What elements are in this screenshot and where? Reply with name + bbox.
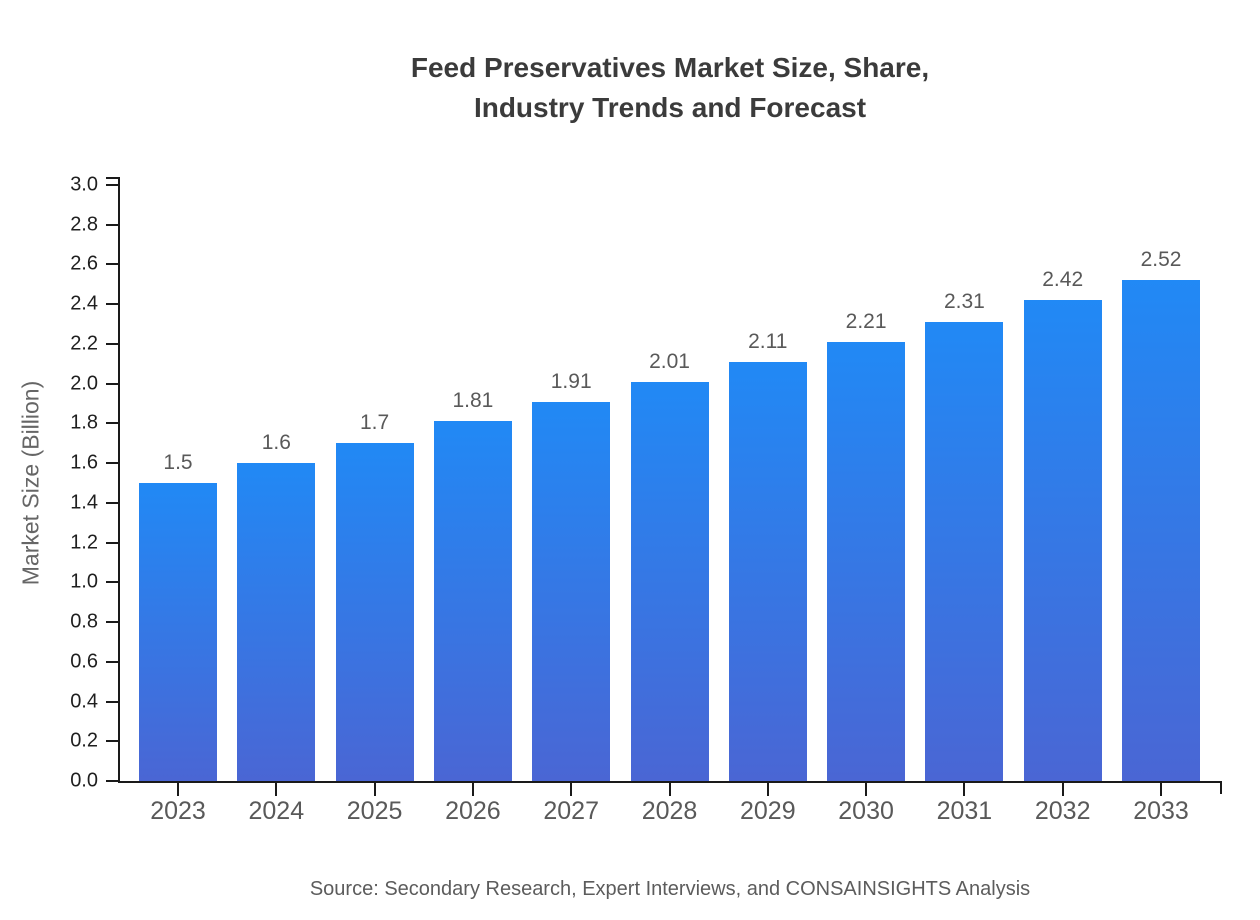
x-tick-label-2025: 2025 <box>346 797 403 825</box>
x-tick-label-2031: 2031 <box>936 797 993 825</box>
bar-2031 <box>925 322 1004 781</box>
y-tick-label: 0.8 <box>70 610 98 633</box>
y-tick-label: 1.4 <box>70 491 98 514</box>
y-tick-label: 0.2 <box>70 729 98 752</box>
y-tick <box>106 382 118 385</box>
x-tick <box>1061 783 1064 796</box>
y-tick-label: 2.2 <box>70 332 98 355</box>
y-tick <box>106 422 118 425</box>
y-tick-label: 2.0 <box>70 372 98 395</box>
y-axis-title-text: Market Size (Billion) <box>17 380 44 586</box>
x-tick <box>963 783 966 796</box>
y-tick-label: 0.4 <box>70 690 98 713</box>
x-tick-label-2032: 2032 <box>1034 797 1091 825</box>
x-tick <box>570 783 573 796</box>
x-tick-label-2033: 2033 <box>1133 797 1189 825</box>
y-tick <box>106 303 118 306</box>
y-tick-label: 1.8 <box>70 411 98 434</box>
x-axis-end-tick <box>1220 781 1222 794</box>
y-tick <box>106 660 118 663</box>
bar-2030 <box>827 341 906 781</box>
plot-area: 0.0 0.2 0.4 0.6 0.8 1.0 1.2 1.4 1.6 1.8 2.0 2.2 2.4 2… <box>70 174 1222 825</box>
y-tick-label: 0.6 <box>70 650 98 673</box>
y-tick <box>106 342 118 345</box>
y-tick <box>106 223 118 226</box>
chart-title-line-1: Feed Preservatives Market Size, Share, <box>410 52 930 83</box>
bar-2032 <box>1023 300 1102 781</box>
y-tick <box>106 581 118 584</box>
y-tick <box>106 700 118 703</box>
x-tick-label-2024: 2024 <box>248 797 305 825</box>
y-tick <box>106 740 118 743</box>
bar-value-label: 1.5 <box>163 451 193 474</box>
bar-value-label: 2.11 <box>748 329 788 353</box>
bar-2026 <box>433 421 512 781</box>
x-tick-label-2026: 2026 <box>445 797 501 825</box>
y-tick-label: 0.0 <box>70 769 98 792</box>
x-tick <box>373 783 376 796</box>
x-tick-label-2029: 2029 <box>739 797 796 825</box>
bar-value-label: 2.42 <box>1042 268 1084 292</box>
chart-title-line-2: Industry Trends and Forecast <box>473 92 867 123</box>
y-tick-label: 3.0 <box>70 173 98 196</box>
y-tick-label: 2.8 <box>70 213 98 236</box>
bar-value-label: 2.52 <box>1140 248 1182 272</box>
bar-2023 <box>139 483 217 781</box>
y-tick-label: 1.6 <box>70 451 98 474</box>
bar-value-label: 1.6 <box>261 431 291 455</box>
y-axis-top-cap <box>106 177 118 179</box>
y-tick <box>106 541 118 544</box>
x-tick-label-2028: 2028 <box>641 797 698 825</box>
x-axis-line <box>118 781 1222 783</box>
y-tick-label: 2.4 <box>70 292 98 315</box>
bar-2025 <box>335 443 414 781</box>
x-tick <box>766 783 769 796</box>
bar-value-label: 1.7 <box>359 411 390 435</box>
x-tick <box>1160 783 1162 796</box>
bar-2029 <box>728 361 807 781</box>
bar-2028 <box>630 381 709 781</box>
y-tick <box>106 780 118 782</box>
bar-value-label: 1.81 <box>452 389 494 413</box>
x-tick-label-2027: 2027 <box>543 797 599 825</box>
bar-value-label: 2.21 <box>845 309 887 333</box>
y-tick <box>106 184 118 186</box>
x-tick-label-2030: 2030 <box>838 797 894 825</box>
y-tick-label: 2.6 <box>70 252 98 275</box>
x-tick-label-2023: 2023 <box>150 797 206 825</box>
bar-2033 <box>1122 280 1200 781</box>
x-tick <box>668 783 671 796</box>
bar-2024 <box>237 463 316 781</box>
y-tick-label: 1.0 <box>70 570 98 593</box>
y-axis-line <box>118 177 120 783</box>
y-tick <box>106 263 118 266</box>
x-tick <box>471 783 474 796</box>
y-tick <box>106 462 118 465</box>
y-tick-label: 1.2 <box>70 531 98 554</box>
bar-value-label: 2.01 <box>649 349 690 373</box>
y-tick <box>106 621 118 624</box>
x-tick <box>865 783 868 796</box>
bar-2027 <box>532 401 611 781</box>
x-tick <box>275 783 278 796</box>
y-tick <box>106 501 118 504</box>
x-tick <box>177 783 179 796</box>
bar-value-label: 1.91 <box>550 369 592 393</box>
bar-value-label: 2.31 <box>943 290 985 314</box>
source-note: Source: Secondary Research, Expert Inter… <box>309 878 1031 900</box>
chart-title: Feed Preservatives Market Size, Share, I… <box>120 48 1220 128</box>
